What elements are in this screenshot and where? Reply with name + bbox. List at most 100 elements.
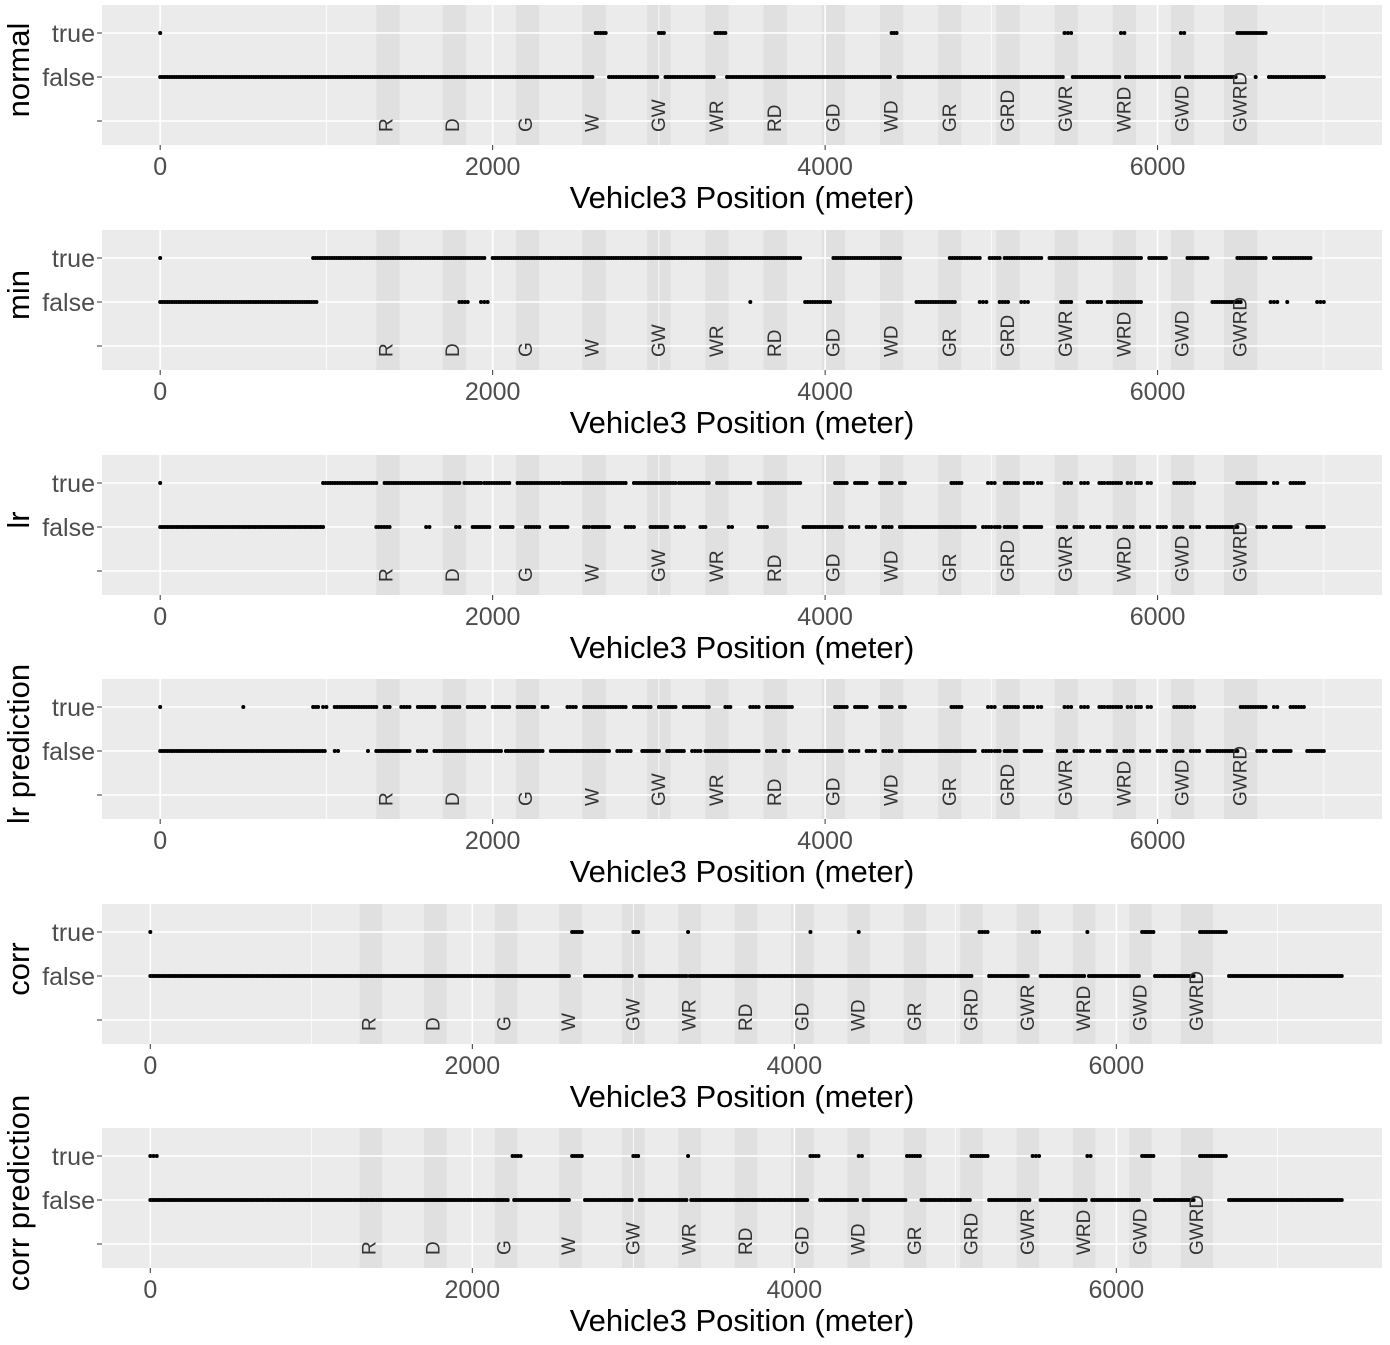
point-true — [1033, 930, 1038, 934]
region-band — [903, 1128, 927, 1268]
point-false — [1058, 525, 1063, 529]
x-tick-label: 0 — [153, 153, 167, 181]
point-true — [1025, 481, 1030, 485]
region-label: WRD — [1074, 986, 1095, 1031]
point-false — [1318, 300, 1323, 304]
point-true — [889, 481, 894, 485]
region-label: WD — [882, 100, 903, 132]
point-true — [1148, 705, 1153, 709]
point-false — [485, 300, 490, 304]
point-true — [1062, 31, 1067, 35]
x-tick-label: 2000 — [465, 378, 521, 406]
point-false — [1075, 749, 1080, 753]
region-label: GD — [792, 1003, 813, 1032]
point-false — [1094, 525, 1099, 529]
point-false — [872, 749, 877, 753]
x-axis-title: Vehicle3 Position (meter) — [570, 854, 915, 889]
point-true — [686, 930, 691, 934]
point-true — [1128, 705, 1133, 709]
x-tick-label: 0 — [153, 378, 167, 406]
point-true — [1079, 481, 1084, 485]
point-false — [764, 525, 769, 529]
point-true — [753, 705, 758, 709]
point-true — [798, 481, 803, 485]
point-false — [1339, 974, 1344, 978]
region-band — [424, 904, 447, 1044]
point-false — [972, 525, 977, 529]
region-band — [582, 679, 606, 819]
point-true — [482, 256, 487, 260]
y-axis-title: lr prediction — [1, 664, 36, 824]
point-false — [703, 525, 708, 529]
point-false — [981, 525, 986, 529]
region-band — [515, 455, 540, 595]
point-false — [1027, 1198, 1032, 1202]
point-false — [1083, 1198, 1088, 1202]
point-false — [421, 749, 426, 753]
point-false — [607, 749, 612, 753]
point-true — [997, 256, 1002, 260]
point-false — [1288, 749, 1293, 753]
point-false — [1025, 974, 1030, 978]
point-false — [626, 525, 631, 529]
point-true — [985, 1154, 990, 1158]
region-label: GRD — [961, 989, 982, 1031]
region-label: RD — [765, 105, 786, 132]
point-false — [679, 525, 684, 529]
region-band — [996, 679, 1020, 819]
point-false — [424, 525, 429, 529]
point-false — [1339, 1198, 1344, 1202]
point-false — [1263, 525, 1268, 529]
point-false — [1191, 974, 1196, 978]
point-false — [1285, 300, 1290, 304]
region-band — [821, 230, 846, 370]
region-label: WRD — [1074, 1210, 1095, 1255]
region-label: WRD — [1114, 87, 1135, 132]
point-false — [1268, 300, 1273, 304]
point-false — [981, 749, 986, 753]
point-false — [1127, 749, 1132, 753]
point-false — [786, 749, 791, 753]
point-true — [1015, 481, 1020, 485]
region-label: GRD — [998, 540, 1019, 582]
region-label: R — [359, 1017, 380, 1031]
point-true — [856, 1154, 861, 1158]
region-band — [515, 5, 540, 145]
point-false — [676, 525, 681, 529]
point-true — [387, 705, 392, 709]
region-band — [442, 230, 467, 370]
region-label: D — [443, 792, 464, 806]
region-band — [938, 455, 962, 595]
point-true — [1102, 481, 1107, 485]
point-false — [773, 749, 778, 753]
point-true — [748, 481, 753, 485]
point-true — [864, 705, 869, 709]
point-false — [1130, 525, 1135, 529]
region-label: R — [376, 792, 397, 806]
point-false — [1000, 300, 1005, 304]
point-false — [981, 300, 986, 304]
point-false — [864, 749, 869, 753]
point-true — [798, 256, 803, 260]
point-true — [1138, 481, 1143, 485]
point-false — [407, 749, 412, 753]
point-true — [1085, 930, 1090, 934]
chart-panel-4: R D G W GW WR RD GD WD GR GRD GWR WRD GWD GWRDtruefals… — [1, 664, 1382, 889]
point-true — [1022, 705, 1027, 709]
point-true — [986, 705, 991, 709]
point-false — [886, 525, 891, 529]
point-true — [1205, 256, 1210, 260]
x-tick-label: 2000 — [465, 603, 521, 631]
y-tick-label: true — [52, 919, 95, 947]
region-label: GWR — [1056, 760, 1077, 806]
point-true — [661, 31, 666, 35]
point-true — [316, 705, 321, 709]
x-axis-title: Vehicle3 Position (meter) — [570, 180, 915, 215]
point-false — [756, 749, 761, 753]
region-band — [847, 1128, 870, 1268]
point-true — [1069, 705, 1074, 709]
point-true — [1122, 31, 1127, 35]
point-false — [767, 749, 772, 753]
point-true — [1185, 705, 1190, 709]
point-false — [1253, 75, 1258, 79]
